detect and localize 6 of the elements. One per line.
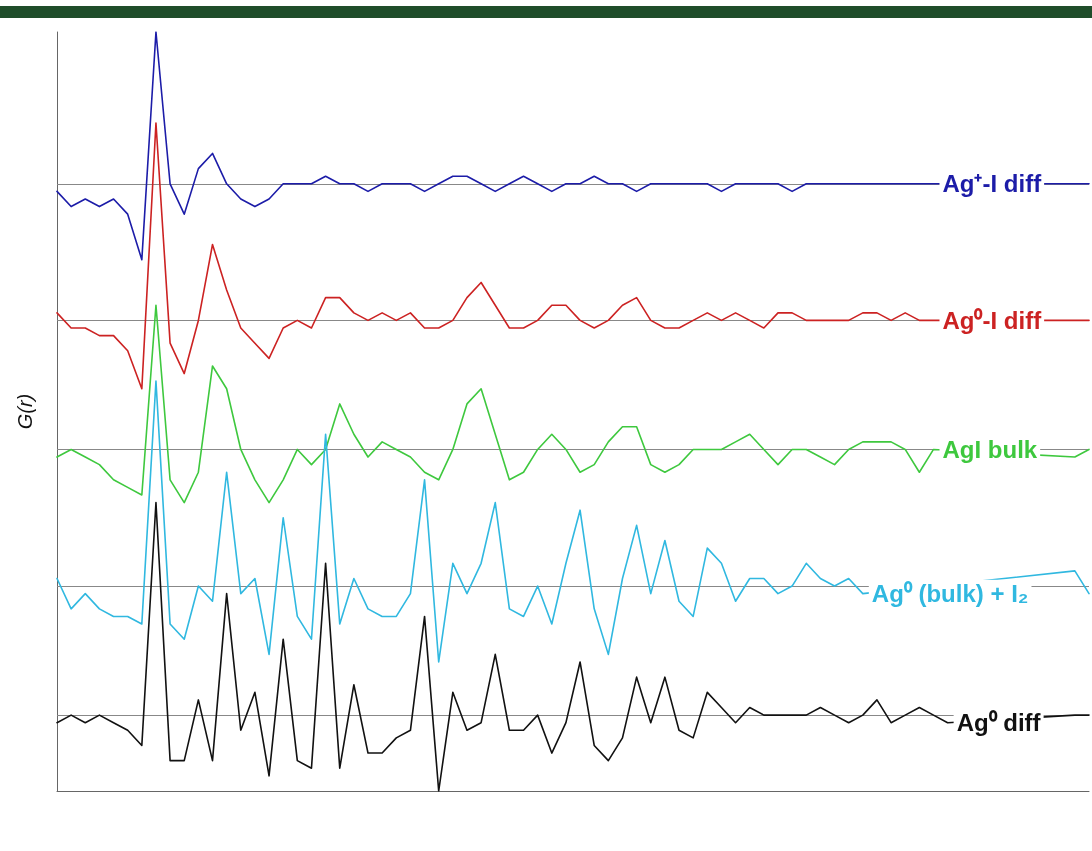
series-label: Ag⁰ diff xyxy=(956,709,1042,737)
series-label: Ag⁺-I diff xyxy=(942,170,1043,198)
y-axis-title: G(r) xyxy=(14,393,36,430)
series-label: Ag⁰-I diff xyxy=(942,306,1043,334)
series-label: AgI bulk xyxy=(942,435,1038,463)
series-label: Ag⁰ (bulk) + I₂ xyxy=(871,580,1029,608)
